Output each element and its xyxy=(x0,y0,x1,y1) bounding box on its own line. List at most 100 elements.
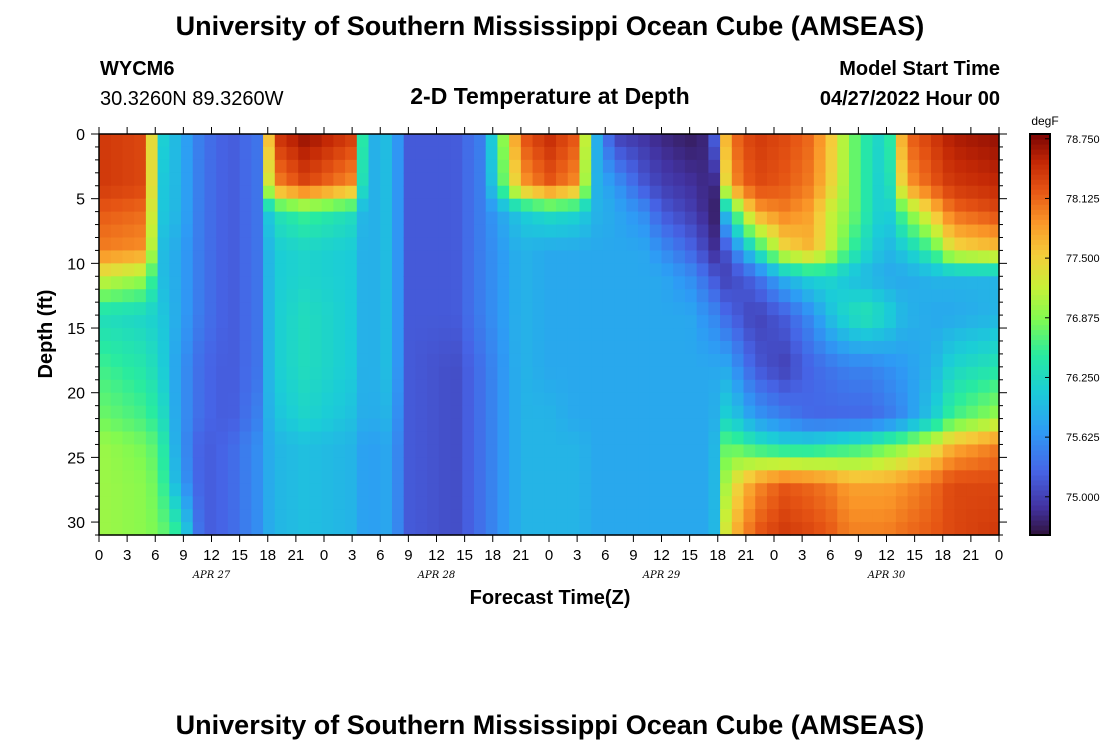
heatmap-cell xyxy=(556,431,569,446)
heatmap-cell xyxy=(684,366,698,381)
heatmap-cell xyxy=(907,509,920,523)
heatmap-cell xyxy=(567,224,581,239)
heatmap-cell xyxy=(274,353,288,368)
heatmap-cell xyxy=(134,353,147,368)
heatmap-cell xyxy=(649,366,663,381)
heatmap-cell xyxy=(438,237,452,252)
heatmap-cell xyxy=(438,457,452,471)
heatmap-cell xyxy=(837,302,850,316)
heatmap-cell xyxy=(966,250,979,264)
heatmap-cell xyxy=(321,276,334,290)
heatmap-cell xyxy=(638,211,651,226)
heatmap-cell xyxy=(907,198,920,213)
heatmap-cell xyxy=(99,392,112,407)
heatmap-cell xyxy=(649,159,663,174)
heatmap-cell xyxy=(509,172,522,187)
heatmap-cell xyxy=(157,159,170,174)
heatmap-cell xyxy=(895,302,909,316)
heatmap-cell xyxy=(895,366,909,381)
heatmap-cell xyxy=(579,457,592,471)
heatmap-cell xyxy=(591,159,604,174)
heatmap-cell xyxy=(415,457,428,471)
heatmap-cell xyxy=(145,522,159,536)
heatmap-cell xyxy=(391,134,405,148)
heatmap-cell xyxy=(696,159,709,174)
heatmap-cell xyxy=(286,353,299,368)
heatmap-cell xyxy=(520,457,534,471)
heatmap-cell xyxy=(591,146,604,161)
heatmap-cell xyxy=(227,483,241,497)
heatmap-cell xyxy=(778,315,792,329)
heatmap-cell xyxy=(872,340,885,355)
heatmap-cell xyxy=(321,444,334,458)
heatmap-cell xyxy=(872,172,885,187)
heatmap-cell xyxy=(825,509,838,523)
heatmap-cell xyxy=(286,237,299,252)
heatmap-cell xyxy=(614,250,627,264)
heatmap-cell xyxy=(110,198,124,213)
heatmap-cell xyxy=(321,198,334,213)
heatmap-cell xyxy=(134,457,147,471)
heatmap-cell xyxy=(755,366,768,381)
heatmap-cell xyxy=(602,340,616,355)
heatmap-cell xyxy=(708,431,721,446)
heatmap-cell xyxy=(509,509,522,523)
heatmap-cell xyxy=(872,457,885,471)
heatmap-cell xyxy=(813,263,827,277)
heatmap-cell xyxy=(661,328,674,342)
heatmap-cell xyxy=(309,496,323,510)
heatmap-cell xyxy=(696,366,709,381)
heatmap-cell xyxy=(368,172,381,187)
heatmap-cell xyxy=(977,263,991,277)
heatmap-cell xyxy=(356,134,370,148)
heatmap-cell xyxy=(673,198,686,213)
heatmap-cell xyxy=(450,379,463,394)
heatmap-cell xyxy=(298,198,311,213)
heatmap-cell xyxy=(696,470,709,484)
heatmap-cell xyxy=(145,418,159,433)
heatmap-cell xyxy=(415,470,428,484)
heatmap-cell xyxy=(556,302,569,316)
heatmap-cell xyxy=(110,146,124,161)
heatmap-cell xyxy=(579,418,592,433)
heatmap-cell xyxy=(802,289,815,303)
heatmap-cell xyxy=(766,315,780,329)
heatmap-cell xyxy=(708,509,721,523)
heatmap-cell xyxy=(813,366,827,381)
heatmap-cell xyxy=(403,509,417,523)
heatmap-cell xyxy=(99,302,112,316)
heatmap-cell xyxy=(427,224,440,239)
heatmap-cell xyxy=(122,366,135,381)
heatmap-cell xyxy=(380,302,393,316)
heatmap-cell xyxy=(403,146,417,161)
heatmap-cell xyxy=(977,392,991,407)
heatmap-cell xyxy=(895,509,909,523)
heatmap-cell xyxy=(942,496,956,510)
forecast-time-axis: 0 3 6 9 12 15 18 21 0 3 6 9 12 15 18 21 0 3 6 9 12 15 18 21 0 3 6 9… xyxy=(95,127,1003,581)
heatmap-cell xyxy=(731,509,745,523)
heatmap-cell xyxy=(966,185,979,200)
heatmap-cell xyxy=(813,224,827,239)
heatmap-cell xyxy=(345,340,358,355)
heatmap-cell xyxy=(884,444,897,458)
heatmap-cell xyxy=(391,237,405,252)
heatmap-cell xyxy=(849,185,862,200)
heatmap-cell xyxy=(227,159,241,174)
heatmap-cell xyxy=(602,366,616,381)
heatmap-cell xyxy=(227,211,241,226)
heatmap-cell xyxy=(309,224,323,239)
heatmap-cell xyxy=(895,315,909,329)
heatmap-cell xyxy=(602,172,616,187)
heatmap-cell xyxy=(110,444,124,458)
colorbar-segment xyxy=(1030,424,1050,431)
heatmap-cell xyxy=(966,315,979,329)
heatmap-cell xyxy=(720,379,733,394)
heatmap-cell xyxy=(919,483,932,497)
heatmap-cell xyxy=(755,522,768,536)
heatmap-cell xyxy=(614,211,627,226)
heatmap-cell xyxy=(720,172,733,187)
heatmap-cell xyxy=(122,224,135,239)
x-tick-label: 12 xyxy=(203,547,220,564)
heatmap-cell xyxy=(157,134,170,148)
heatmap-cell xyxy=(509,302,522,316)
